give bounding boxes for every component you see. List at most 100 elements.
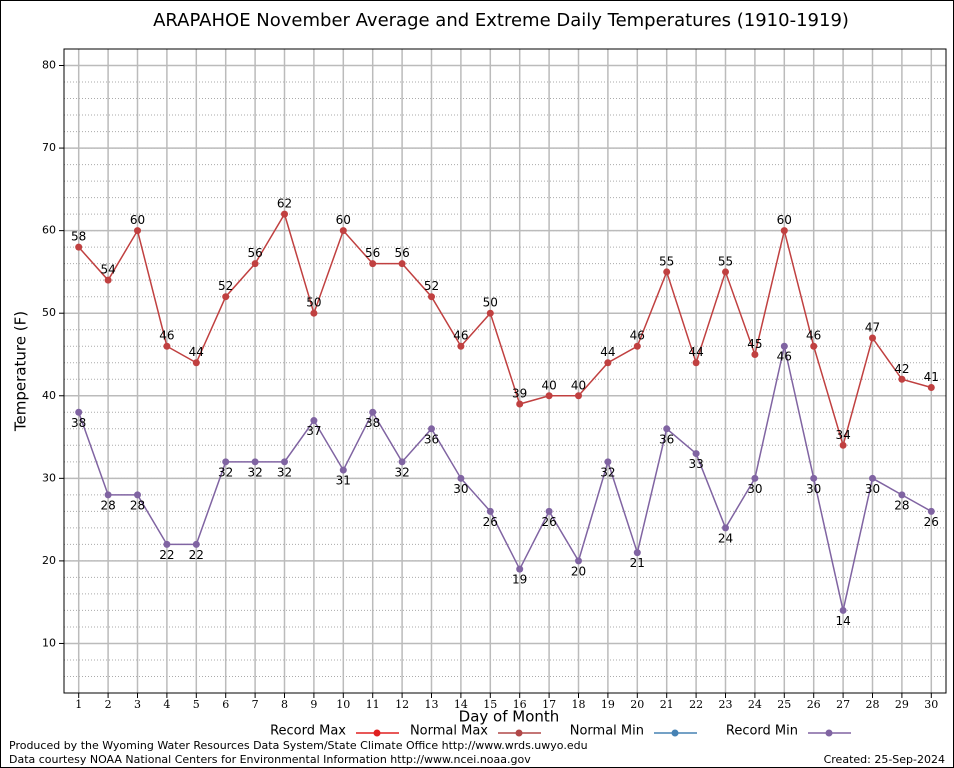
data-label: 62 bbox=[277, 197, 292, 211]
legend-label: Record Min bbox=[726, 724, 798, 739]
data-label: 52 bbox=[424, 279, 439, 293]
data-label: 38 bbox=[71, 416, 86, 430]
x-tick-label: 23 bbox=[719, 698, 733, 711]
point bbox=[780, 342, 788, 350]
y-tick-label: 20 bbox=[42, 554, 56, 567]
data-label: 38 bbox=[365, 416, 380, 430]
data-label: 22 bbox=[159, 548, 174, 562]
data-label: 33 bbox=[688, 457, 703, 471]
point bbox=[751, 350, 759, 358]
x-tick-label: 16 bbox=[513, 698, 527, 711]
x-tick-label: 5 bbox=[193, 698, 200, 711]
data-label: 19 bbox=[512, 573, 527, 587]
data-label: 32 bbox=[394, 465, 409, 479]
x-tick-label: 8 bbox=[281, 698, 288, 711]
point bbox=[398, 458, 406, 466]
x-tick-label: 6 bbox=[222, 698, 229, 711]
x-tick-label: 19 bbox=[601, 698, 615, 711]
point bbox=[163, 540, 171, 548]
x-tick-label: 1 bbox=[75, 698, 82, 711]
footer: Created: 25-Sep-2024 bbox=[824, 753, 945, 766]
data-label: 40 bbox=[541, 378, 556, 392]
point bbox=[339, 466, 347, 474]
point bbox=[398, 260, 406, 268]
data-label: 60 bbox=[777, 213, 792, 227]
point bbox=[545, 392, 553, 400]
x-tick-label: 22 bbox=[689, 698, 703, 711]
series-line bbox=[77, 346, 932, 611]
data-label: 52 bbox=[218, 279, 233, 293]
data-label: 26 bbox=[924, 515, 939, 529]
legend-marker bbox=[825, 729, 833, 737]
point bbox=[898, 491, 906, 499]
data-label: 50 bbox=[483, 296, 498, 310]
point bbox=[310, 309, 318, 317]
point bbox=[545, 507, 553, 515]
y-tick-label: 30 bbox=[42, 471, 56, 484]
data-label: 55 bbox=[659, 254, 674, 268]
data-label: 44 bbox=[189, 345, 204, 359]
data-label: 56 bbox=[394, 246, 409, 260]
data-label: 32 bbox=[277, 465, 292, 479]
footer: Produced by the Wyoming Water Resources … bbox=[9, 739, 588, 752]
data-label: 40 bbox=[571, 378, 586, 392]
x-tick-label: 25 bbox=[777, 698, 791, 711]
data-label: 30 bbox=[453, 482, 468, 496]
point bbox=[516, 565, 524, 573]
y-tick-label: 80 bbox=[42, 59, 56, 72]
point bbox=[575, 392, 582, 400]
x-tick-label: 20 bbox=[630, 698, 644, 711]
point bbox=[104, 276, 112, 284]
point bbox=[428, 293, 435, 301]
point bbox=[428, 425, 435, 433]
data-label: 39 bbox=[512, 387, 527, 401]
point bbox=[751, 474, 759, 482]
x-axis-label: Day of Month bbox=[459, 708, 560, 726]
point bbox=[75, 243, 83, 251]
point bbox=[222, 293, 230, 301]
series-line bbox=[78, 212, 932, 449]
point bbox=[898, 375, 906, 383]
point bbox=[839, 441, 847, 449]
data-label: 46 bbox=[159, 329, 174, 343]
point bbox=[692, 450, 700, 458]
data-label: 42 bbox=[894, 362, 909, 376]
point bbox=[869, 334, 876, 342]
point bbox=[369, 408, 377, 416]
data-label: 60 bbox=[336, 213, 351, 227]
point bbox=[457, 342, 465, 350]
point bbox=[633, 342, 641, 350]
x-tick-label: 2 bbox=[105, 698, 112, 711]
data-label: 32 bbox=[600, 465, 615, 479]
data-label: 46 bbox=[777, 350, 792, 364]
data-label: 20 bbox=[571, 564, 586, 578]
data-label: 28 bbox=[894, 498, 909, 512]
data-label: 50 bbox=[306, 296, 321, 310]
legend-label: Normal Max bbox=[410, 724, 488, 739]
legend-marker bbox=[671, 729, 679, 737]
point bbox=[663, 268, 671, 276]
footer: Data courtesy NOAA National Centers for … bbox=[9, 753, 531, 766]
x-tick-label: 26 bbox=[807, 698, 821, 711]
data-label: 60 bbox=[130, 213, 145, 227]
data-label: 46 bbox=[453, 329, 468, 343]
point bbox=[310, 417, 318, 425]
x-tick-label: 27 bbox=[836, 698, 850, 711]
plot-frame bbox=[63, 48, 947, 694]
x-tick-label: 28 bbox=[866, 698, 880, 711]
point bbox=[457, 474, 465, 482]
point bbox=[692, 359, 700, 367]
x-tick-label: 17 bbox=[542, 698, 556, 711]
x-tick-label: 9 bbox=[310, 698, 317, 711]
data-label: 30 bbox=[806, 482, 821, 496]
point bbox=[281, 210, 288, 218]
point bbox=[486, 309, 494, 317]
x-tick-label: 14 bbox=[454, 698, 468, 711]
x-tick-label: 29 bbox=[895, 698, 909, 711]
data-label: 46 bbox=[806, 329, 821, 343]
data-label: 45 bbox=[747, 337, 762, 351]
x-tick-label: 12 bbox=[395, 698, 409, 711]
point bbox=[192, 540, 200, 548]
point bbox=[192, 359, 200, 367]
